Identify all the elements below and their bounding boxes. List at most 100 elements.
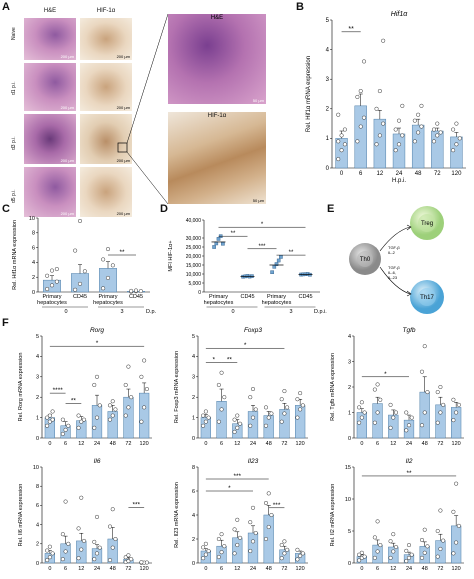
data-point (216, 237, 221, 241)
data-point (219, 407, 224, 412)
data-point (237, 421, 243, 426)
data-point (441, 538, 446, 543)
data-point (60, 557, 65, 562)
he-tile-d1: 200 µm (24, 63, 76, 111)
x-tick-label: hepatocytes (93, 300, 123, 306)
x-tick-label: 6 (376, 441, 379, 447)
x-tick-label: 12 (234, 441, 240, 447)
bar (295, 553, 306, 564)
data-point (97, 545, 102, 550)
data-point (263, 423, 269, 428)
data-point (282, 389, 287, 394)
data-point (276, 258, 281, 263)
bar (216, 545, 227, 564)
y-tick-label: 1 (348, 410, 351, 416)
data-point (105, 247, 111, 252)
data-point (441, 402, 446, 407)
x-tick-label: 120 (140, 441, 149, 447)
x-tick-label: 24 (406, 441, 412, 447)
data-point (339, 133, 344, 138)
data-point (105, 275, 111, 280)
y-tick-label: 4 (32, 260, 35, 266)
x-tick-label: 12 (390, 441, 396, 447)
data-point (54, 279, 59, 284)
scale-bar-label: 200 µm (116, 105, 130, 110)
x-tick-label: 24 (396, 171, 403, 177)
data-point (374, 142, 379, 147)
y-tick-label: 20,000 (186, 254, 202, 260)
x-tick-label: 0 (48, 441, 51, 447)
data-point (45, 423, 50, 428)
data-point (206, 415, 211, 420)
data-point (126, 559, 131, 564)
data-point (113, 407, 118, 412)
data-point (250, 505, 256, 510)
data-point (342, 142, 347, 147)
data-point (431, 139, 437, 144)
data-point (142, 405, 147, 410)
data-point (94, 374, 100, 379)
data-point (232, 429, 237, 434)
data-point (92, 382, 97, 388)
data-point (279, 397, 284, 402)
data-point (235, 425, 240, 430)
panel-label-f: F (2, 317, 9, 329)
x-tick-label: hepatocytes (204, 300, 234, 306)
y-tick-label: 2 (36, 542, 39, 548)
data-point (381, 38, 386, 43)
data-point (362, 410, 367, 415)
data-point (454, 540, 459, 545)
y-tick-label: 4 (36, 354, 39, 360)
data-point (388, 402, 393, 407)
x-tick-label: 72 (125, 566, 131, 572)
data-point (129, 395, 134, 400)
chart-title: Tgfb (402, 327, 415, 334)
scale-bar-label: 200 µm (116, 211, 130, 216)
data-point (279, 556, 284, 561)
data-point (404, 428, 409, 433)
x-tick-label: 12 (234, 566, 240, 572)
he-tile-d3: 200 µm (24, 114, 76, 164)
data-point (101, 257, 106, 262)
data-point (438, 546, 443, 551)
data-point (76, 413, 81, 418)
x-tick-label: 120 (296, 566, 305, 572)
data-point (400, 133, 405, 138)
data-point (357, 558, 362, 563)
scale-bar-label: 200 µm (116, 54, 130, 59)
data-point (253, 407, 258, 412)
y-tick-label: 10,000 (186, 272, 202, 278)
data-point (201, 413, 206, 418)
data-point (342, 127, 347, 132)
group-label: 3 (289, 309, 292, 315)
x-tick-label: 24 (250, 566, 256, 572)
y-tick-label: 1 (326, 136, 330, 142)
x-tick-label: 72 (125, 441, 131, 447)
data-point (203, 409, 208, 414)
bar (91, 405, 103, 439)
data-point (110, 399, 115, 404)
data-point (263, 500, 269, 506)
data-point (45, 273, 50, 278)
significance-mark: ** (348, 26, 354, 33)
data-point (282, 411, 287, 416)
data-point (416, 130, 421, 135)
data-point (357, 552, 362, 557)
scale-bar-label: 200 µm (60, 211, 74, 216)
data-point (362, 554, 367, 559)
data-point (263, 536, 269, 542)
scale-bar-label: 200 µm (60, 158, 74, 163)
arrow-bottom-label-2: IL-6, (388, 270, 396, 275)
data-point (393, 127, 398, 132)
significance-mark: ** (231, 231, 236, 237)
data-point (47, 544, 52, 549)
data-point (232, 527, 237, 532)
y-tick-label: 10 (29, 216, 35, 222)
data-point (201, 556, 206, 561)
x-tick-label: Primary (267, 294, 286, 300)
data-point (359, 550, 364, 555)
x-tick-label: 72 (281, 441, 287, 447)
data-point (144, 386, 149, 392)
